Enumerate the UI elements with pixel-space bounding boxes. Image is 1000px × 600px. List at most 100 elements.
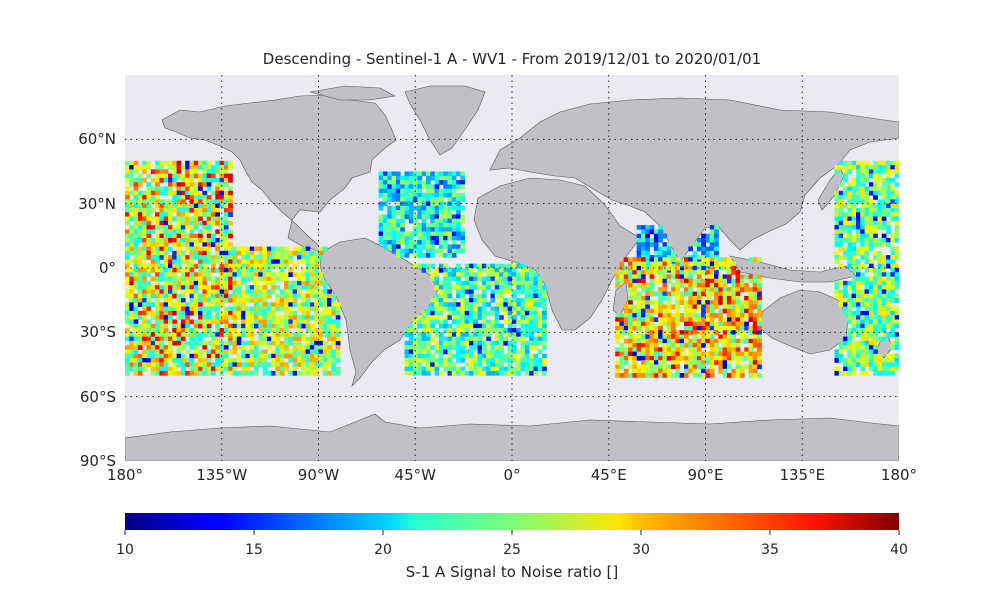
snr-cell	[434, 240, 440, 245]
snr-cell	[271, 362, 276, 368]
snr-cell	[408, 323, 414, 329]
snr-cell	[142, 310, 147, 316]
snr-cell	[211, 190, 216, 196]
snr-cell	[460, 332, 466, 338]
snr-cell	[438, 268, 444, 273]
snr-cell	[705, 300, 711, 305]
snr-cell	[292, 323, 298, 329]
snr-cell	[851, 268, 857, 273]
snr-cell	[279, 366, 285, 372]
snr-cell	[129, 259, 134, 265]
snr-cell	[451, 205, 457, 211]
snr-cell	[632, 261, 638, 267]
snr-cell	[890, 207, 896, 213]
snr-cell	[150, 276, 156, 282]
snr-cell	[137, 207, 143, 213]
snr-cell	[499, 370, 504, 376]
snr-cell	[309, 315, 315, 320]
snr-cell	[868, 366, 874, 372]
snr-cell	[146, 285, 152, 290]
snr-cell	[443, 276, 448, 282]
snr-cell	[215, 323, 220, 329]
snr-cell	[223, 285, 229, 290]
snr-cell	[529, 370, 534, 376]
snr-cell	[309, 332, 315, 338]
snr-cell	[125, 207, 130, 213]
snr-cell	[739, 304, 745, 310]
snr-cell	[262, 280, 268, 286]
snr-cell	[206, 207, 212, 213]
snr-cell	[757, 351, 762, 357]
snr-cell	[524, 310, 530, 316]
snr-cell	[460, 302, 466, 307]
snr-cell	[701, 325, 706, 331]
snr-cell	[206, 229, 212, 235]
snr-cell	[860, 349, 865, 355]
snr-cell	[542, 315, 547, 320]
snr-cell	[636, 304, 642, 310]
snr-cell	[438, 248, 444, 254]
snr-cell	[851, 328, 857, 333]
snr-cell	[202, 237, 208, 243]
snr-cell	[632, 373, 638, 378]
snr-cell	[856, 186, 861, 192]
snr-cell	[856, 160, 861, 166]
snr-cell	[688, 321, 693, 327]
snr-cell	[516, 336, 521, 342]
snr-cell	[426, 244, 431, 250]
snr-cell	[125, 233, 130, 239]
snr-cell	[206, 165, 212, 170]
snr-cell	[172, 255, 177, 260]
snr-cell	[662, 283, 668, 288]
snr-cell	[709, 308, 715, 314]
snr-cell	[254, 362, 259, 368]
snr-cell	[417, 175, 423, 181]
snr-cell	[494, 332, 500, 338]
snr-cell	[129, 332, 134, 338]
snr-cell	[675, 355, 681, 361]
snr-cell	[649, 334, 655, 340]
snr-cell	[279, 306, 285, 312]
snr-cell	[176, 306, 182, 312]
snr-cell	[731, 270, 736, 275]
snr-cell	[847, 310, 853, 316]
snr-cell	[856, 169, 861, 175]
snr-cell	[228, 332, 233, 338]
snr-cell	[378, 218, 384, 224]
snr-cell	[284, 285, 289, 290]
snr-cell	[168, 276, 173, 282]
snr-cell	[426, 192, 431, 198]
snr-cell	[421, 336, 427, 342]
snr-cell	[288, 353, 294, 359]
snr-cell	[615, 368, 620, 374]
snr-cell	[851, 323, 857, 329]
snr-cell	[193, 182, 199, 187]
snr-cell	[696, 355, 702, 361]
snr-cell	[834, 229, 840, 235]
snr-cell	[443, 319, 448, 325]
snr-cell	[228, 160, 233, 166]
snr-cell	[447, 358, 453, 363]
snr-cell	[146, 336, 152, 342]
snr-cell	[133, 216, 139, 222]
snr-cell	[671, 265, 676, 271]
snr-cell	[653, 338, 659, 344]
snr-cell	[305, 280, 311, 286]
snr-cell	[477, 358, 483, 363]
snr-cell	[847, 328, 853, 333]
snr-cell	[641, 308, 646, 314]
snr-cell	[417, 210, 423, 215]
snr-cell	[215, 169, 220, 175]
snr-cell	[206, 242, 212, 247]
snr-cell	[490, 289, 496, 295]
snr-cell	[481, 289, 487, 295]
snr-cell	[395, 235, 401, 241]
snr-cell	[447, 175, 453, 181]
snr-cell	[653, 250, 659, 256]
snr-cell	[658, 278, 663, 284]
snr-cell	[249, 319, 255, 325]
snr-cell	[860, 207, 865, 213]
snr-cell	[322, 302, 328, 307]
snr-cell	[137, 298, 143, 303]
snr-cell	[400, 252, 405, 258]
